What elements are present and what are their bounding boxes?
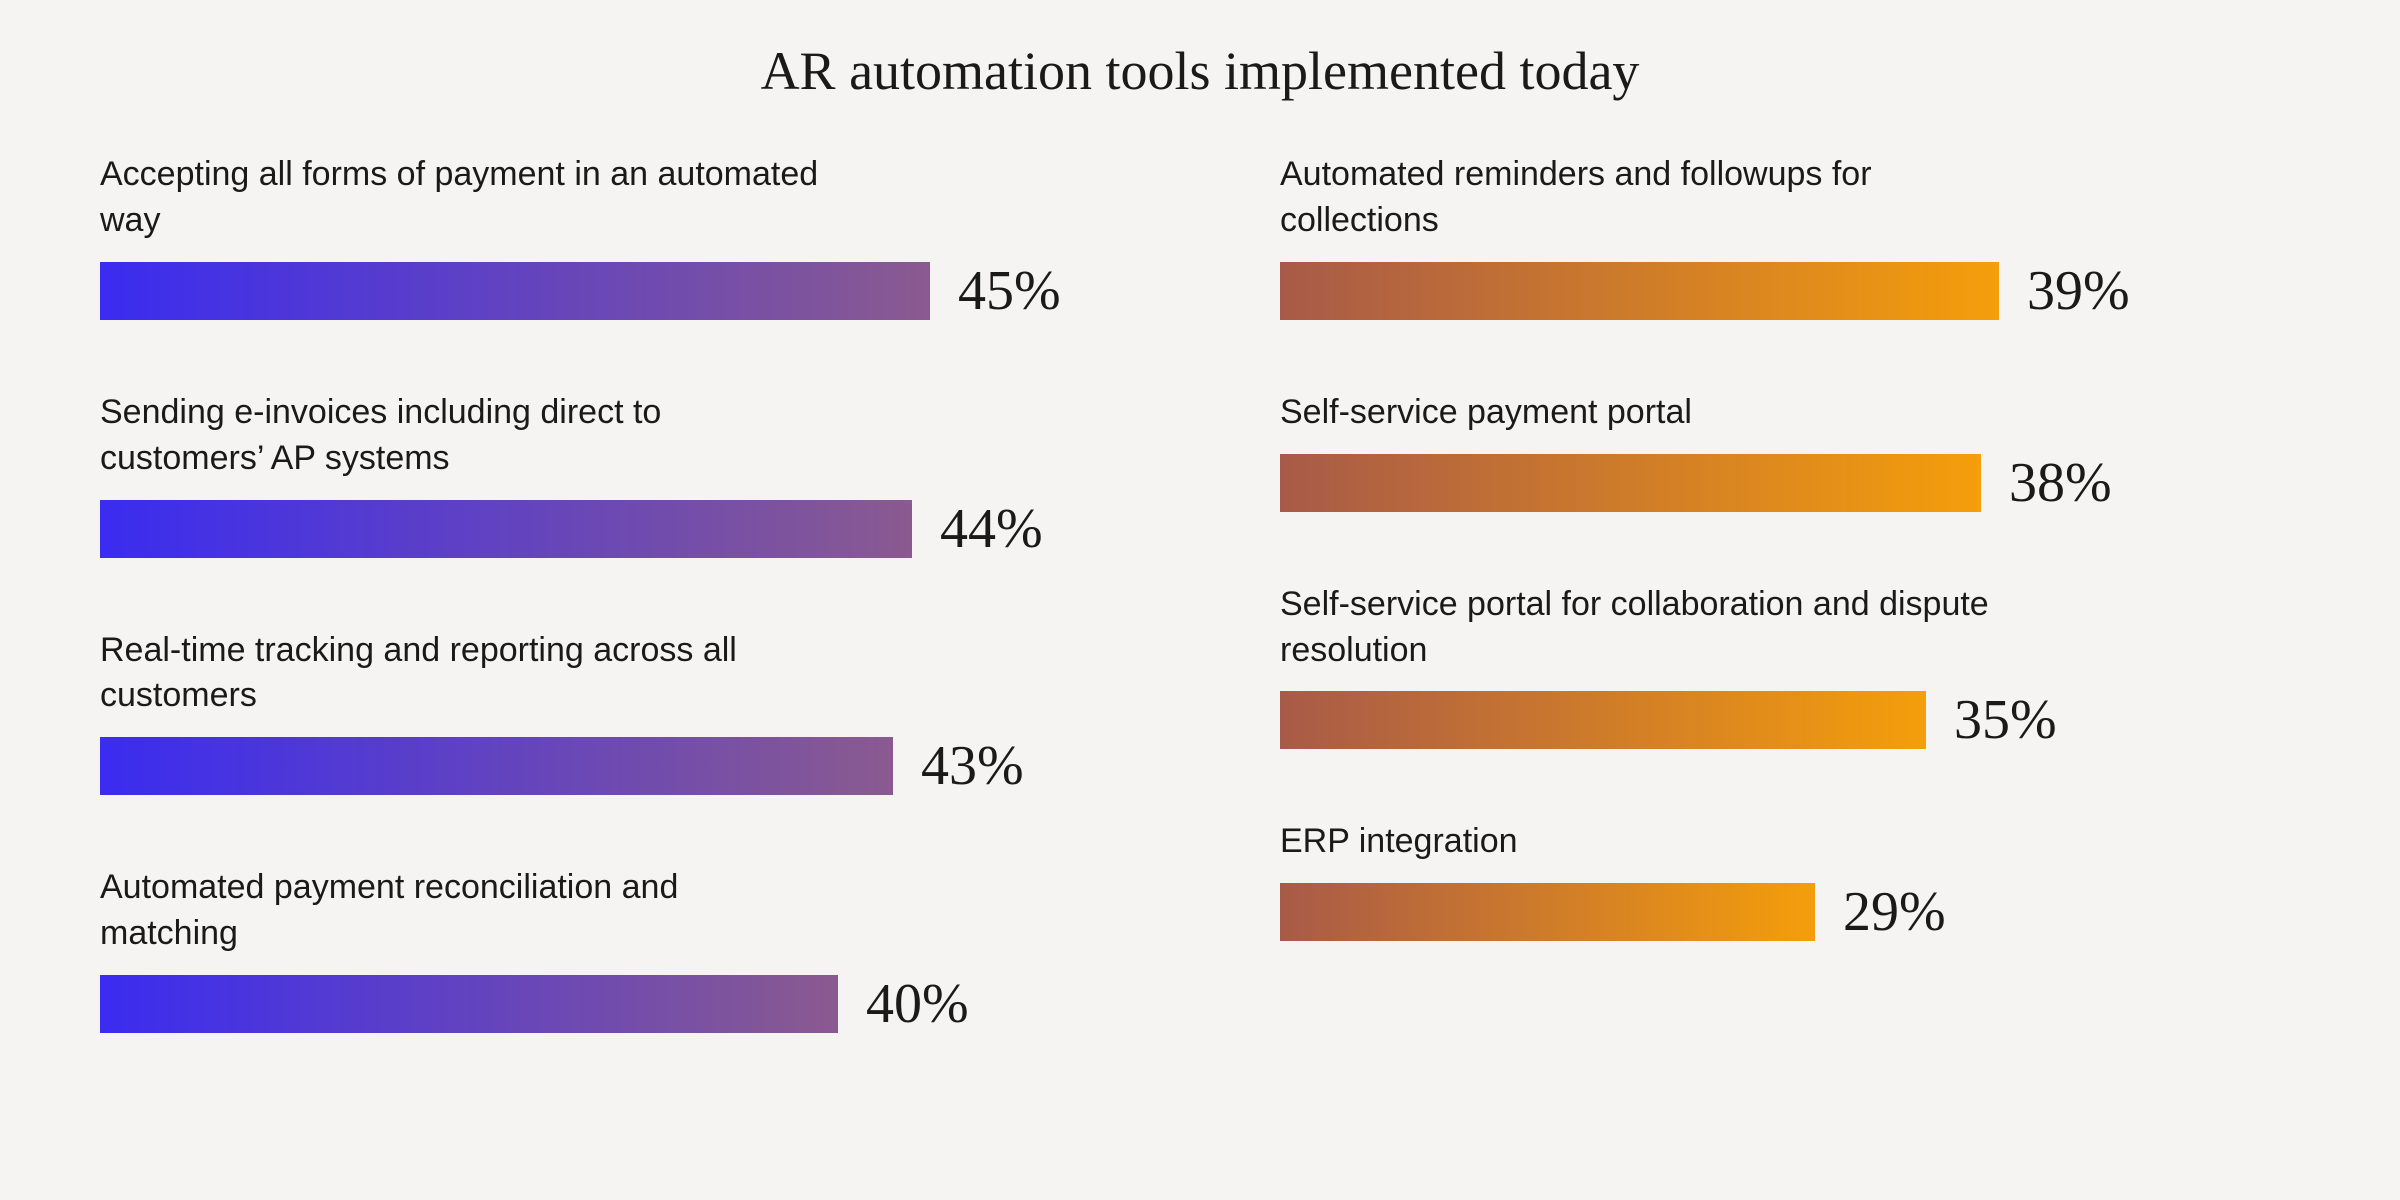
bar-row: 44% (100, 500, 1120, 558)
bar-row: 35% (1280, 691, 2300, 749)
bar-label: Real-time tracking and reporting across … (100, 628, 820, 720)
bar-fill (100, 500, 912, 558)
bar-fill (1280, 691, 1926, 749)
bar-label: Accepting all forms of payment in an aut… (100, 152, 820, 244)
bar-label: Self-service portal for collaboration an… (1280, 582, 2000, 674)
bar-value: 40% (866, 976, 969, 1032)
bar-value: 45% (958, 263, 1061, 319)
bar-fill (100, 262, 930, 320)
bar-fill (100, 737, 893, 795)
bar-value: 29% (1843, 884, 1946, 940)
chart-columns: Accepting all forms of payment in an aut… (100, 152, 2300, 1033)
bar-row: 39% (1280, 262, 2300, 320)
bar-fill (100, 975, 838, 1033)
bar-value: 38% (2009, 455, 2112, 511)
bar-label: Automated payment reconciliation and mat… (100, 865, 820, 957)
bar-label: ERP integration (1280, 819, 2000, 865)
bar-row: 45% (100, 262, 1120, 320)
bar-label: Self-service payment portal (1280, 390, 2000, 436)
bar-row: 29% (1280, 883, 2300, 941)
bar-fill (1280, 262, 1999, 320)
bar-fill (1280, 454, 1981, 512)
bar-item: Self-service payment portal 38% (1280, 390, 2300, 512)
chart-column-left: Accepting all forms of payment in an aut… (100, 152, 1120, 1033)
bar-value: 35% (1954, 692, 2057, 748)
bar-item: Real-time tracking and reporting across … (100, 628, 1120, 796)
bar-value: 39% (2027, 263, 2130, 319)
chart-column-right: Automated reminders and followups for co… (1280, 152, 2300, 1033)
chart-title: AR automation tools implemented today (100, 40, 2300, 102)
bar-label: Automated reminders and followups for co… (1280, 152, 2000, 244)
bar-item: Accepting all forms of payment in an aut… (100, 152, 1120, 320)
bar-value: 44% (940, 501, 1043, 557)
bar-item: Self-service portal for collaboration an… (1280, 582, 2300, 750)
bar-item: ERP integration 29% (1280, 819, 2300, 941)
bar-row: 38% (1280, 454, 2300, 512)
bar-label: Sending e-invoices including direct to c… (100, 390, 820, 482)
bar-item: Automated payment reconciliation and mat… (100, 865, 1120, 1033)
bar-value: 43% (921, 738, 1024, 794)
bar-item: Automated reminders and followups for co… (1280, 152, 2300, 320)
bar-row: 40% (100, 975, 1120, 1033)
bar-fill (1280, 883, 1815, 941)
bar-row: 43% (100, 737, 1120, 795)
bar-item: Sending e-invoices including direct to c… (100, 390, 1120, 558)
